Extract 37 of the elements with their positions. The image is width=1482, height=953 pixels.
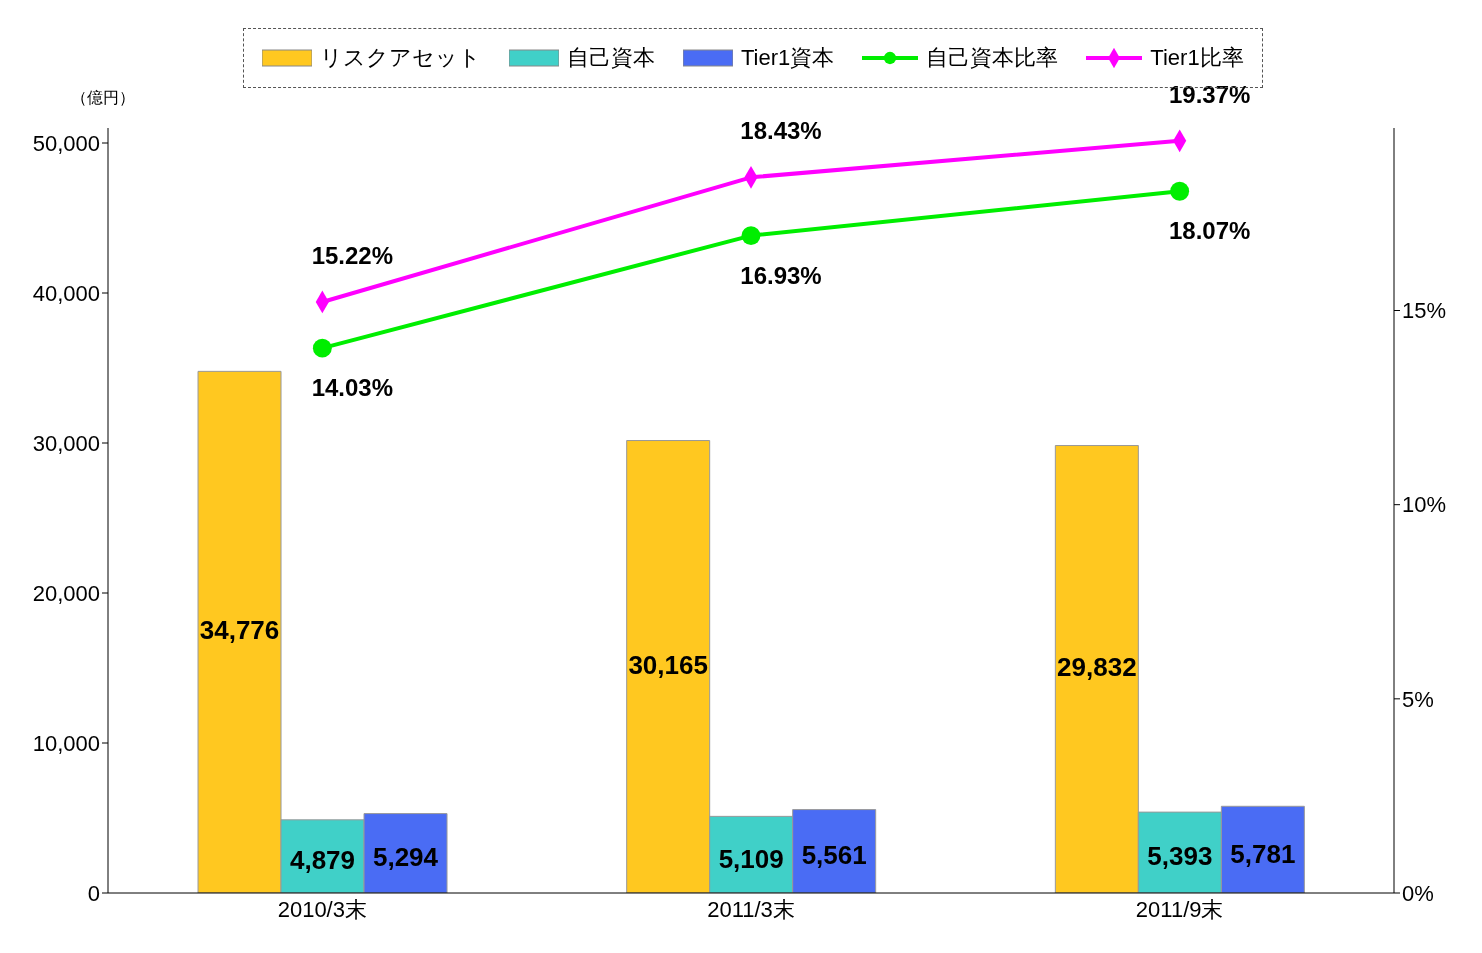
data-label: 5,781 [1230, 838, 1296, 869]
y2-tick-label: 5% [1402, 686, 1434, 712]
legend-label: Tier1比率 [1150, 44, 1244, 72]
y2-tick-label: 10% [1402, 492, 1447, 518]
legend-label: Tier1資本 [741, 44, 835, 72]
y-axis-title: （億円） [71, 89, 135, 106]
legend-label: 自己資本比率 [926, 44, 1059, 72]
data-label: 4,879 [289, 845, 356, 876]
data-label: 29,832 [1057, 652, 1137, 683]
data-label: 16.93% [740, 261, 822, 289]
y2-tick-label: 15% [1402, 298, 1447, 324]
data-label: 18.43% [740, 117, 822, 145]
data-label: 5,561 [801, 840, 867, 871]
y-tick-label: 50,000 [32, 130, 100, 156]
y2-tick-label: 0% [1402, 880, 1434, 906]
data-label: 5,109 [718, 843, 784, 874]
x-tick-label: 2011/9末 [1135, 896, 1224, 922]
y-tick-label: 30,000 [32, 430, 100, 456]
y-tick-label: 0 [87, 880, 100, 906]
x-tick-label: 2011/3末 [707, 896, 795, 922]
data-label: 30,165 [628, 649, 708, 680]
data-label: 14.03% [311, 374, 394, 402]
data-label: 15.22% [311, 241, 394, 269]
legend-label: リスクアセット [320, 44, 481, 72]
data-label: 18.07% [1168, 217, 1251, 245]
legend-label: 自己資本 [567, 44, 655, 72]
point [1170, 181, 1190, 201]
point [312, 338, 332, 358]
x-tick-label: 2010/3末 [277, 896, 367, 922]
data-label: 34,776 [199, 615, 280, 646]
data-label: 19.37% [1168, 80, 1251, 108]
y-tick-label: 20,000 [32, 580, 100, 606]
y-tick-label: 40,000 [32, 280, 100, 306]
point [741, 226, 761, 245]
data-label: 5,294 [372, 842, 439, 873]
data-label: 5,393 [1147, 841, 1213, 872]
y-tick-label: 10,000 [32, 730, 100, 756]
